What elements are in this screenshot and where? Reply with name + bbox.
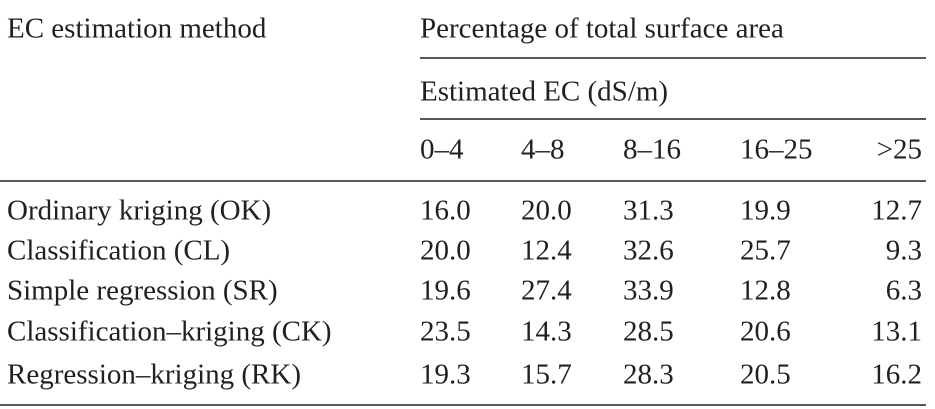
cell: 23.5 bbox=[420, 316, 471, 348]
cell: 27.4 bbox=[521, 275, 572, 307]
cell: 15.7 bbox=[521, 359, 572, 391]
cell: 20.0 bbox=[420, 235, 471, 267]
cell: 12.7 bbox=[871, 195, 922, 227]
subgroup-header: Estimated EC (dS/m) bbox=[420, 76, 668, 108]
cell: 19.6 bbox=[420, 275, 471, 307]
cell: 12.4 bbox=[521, 235, 572, 267]
cell: 20.5 bbox=[740, 359, 791, 391]
row-label: Classification (CL) bbox=[7, 235, 230, 267]
column-header: 16–25 bbox=[740, 134, 813, 166]
cell: 14.3 bbox=[521, 316, 572, 348]
cell: 20.6 bbox=[740, 316, 791, 348]
column-header: 4–8 bbox=[521, 134, 565, 166]
cell: 20.0 bbox=[521, 195, 572, 227]
cell: 32.6 bbox=[623, 235, 674, 267]
cell: 12.8 bbox=[740, 275, 791, 307]
cell: 25.7 bbox=[740, 235, 791, 267]
group-header: Percentage of total surface area bbox=[420, 13, 784, 45]
cell: 33.9 bbox=[623, 275, 674, 307]
column-header: EC estimation method bbox=[7, 13, 267, 45]
cell: 16.0 bbox=[420, 195, 471, 227]
cell: 19.3 bbox=[420, 359, 471, 391]
column-header: 8–16 bbox=[623, 134, 681, 166]
cell: 6.3 bbox=[886, 275, 922, 307]
row-label: Regression–kriging (RK) bbox=[7, 359, 301, 391]
row-label: Classification–kriging (CK) bbox=[7, 316, 332, 348]
cell: 28.3 bbox=[623, 359, 674, 391]
column-header: 0–4 bbox=[420, 134, 464, 166]
cell: 28.5 bbox=[623, 316, 674, 348]
cell: 31.3 bbox=[623, 195, 674, 227]
cell: 9.3 bbox=[886, 235, 922, 267]
cell: 16.2 bbox=[871, 359, 922, 391]
column-header: >25 bbox=[877, 134, 922, 166]
row-label: Ordinary kriging (OK) bbox=[7, 195, 271, 227]
cell: 19.9 bbox=[740, 195, 791, 227]
cell: 13.1 bbox=[871, 316, 922, 348]
row-label: Simple regression (SR) bbox=[7, 275, 278, 307]
